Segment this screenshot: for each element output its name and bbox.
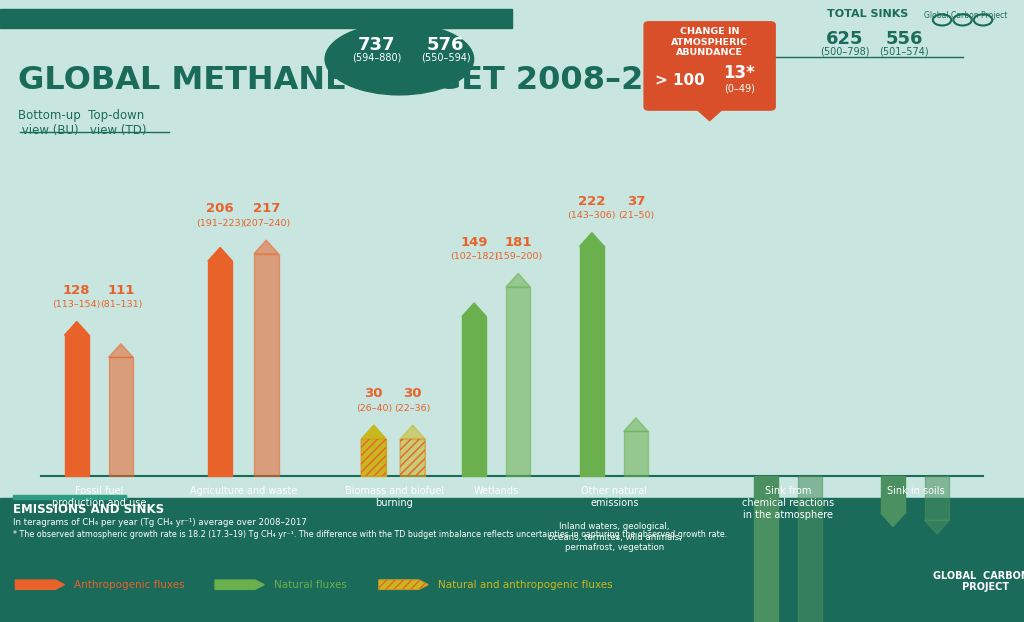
- Bar: [65, 335, 89, 476]
- Text: (113–154): (113–154): [52, 300, 101, 309]
- Text: Other natural
emissions: Other natural emissions: [582, 486, 647, 508]
- Text: Natural and anthropogenic fluxes: Natural and anthropogenic fluxes: [438, 580, 613, 590]
- FancyArrow shape: [15, 580, 65, 590]
- Text: CHANGE IN
ATMOSPHERIC
ABUNDANCE: CHANGE IN ATMOSPHERIC ABUNDANCE: [671, 27, 749, 57]
- Text: Natural fluxes: Natural fluxes: [274, 580, 347, 590]
- Text: (21–50): (21–50): [617, 211, 654, 220]
- Text: GLOBAL  CARBON
   PROJECT: GLOBAL CARBON PROJECT: [933, 571, 1024, 592]
- FancyArrow shape: [215, 580, 264, 590]
- Polygon shape: [580, 233, 604, 246]
- Polygon shape: [624, 418, 648, 432]
- Text: > 100: > 100: [655, 73, 705, 88]
- Text: TOTAL EMISSIONS: TOTAL EMISSIONS: [343, 9, 456, 19]
- Bar: [0, 498, 1024, 622]
- Text: view (BU)   view (TD): view (BU) view (TD): [18, 124, 146, 137]
- Text: * The observed atmospheric growth rate is 18.2 (17.3–19) Tg CH₄ yr⁻¹. The differ: * The observed atmospheric growth rate i…: [13, 530, 728, 539]
- Text: 625: 625: [826, 30, 863, 47]
- Text: 111: 111: [108, 284, 134, 297]
- Text: (500–798): (500–798): [820, 46, 869, 56]
- Text: 206: 206: [207, 202, 233, 215]
- Text: (159–200): (159–200): [494, 252, 543, 261]
- Text: Wetlands: Wetlands: [474, 486, 519, 496]
- Bar: [754, 476, 778, 622]
- Text: 30: 30: [884, 539, 902, 552]
- Text: 13*: 13*: [723, 64, 756, 81]
- Polygon shape: [65, 322, 89, 335]
- Polygon shape: [506, 274, 530, 287]
- Text: (501–574): (501–574): [880, 46, 929, 56]
- Bar: [208, 261, 232, 476]
- Text: Agriculture and waste: Agriculture and waste: [190, 486, 297, 496]
- Polygon shape: [361, 425, 386, 439]
- Text: (207–240): (207–240): [242, 219, 291, 228]
- Text: Fossil fuel
production and use: Fossil fuel production and use: [52, 486, 146, 508]
- Bar: [506, 287, 530, 476]
- Text: 222: 222: [579, 195, 605, 208]
- Text: Sink in soils: Sink in soils: [887, 486, 944, 496]
- Bar: [109, 358, 133, 476]
- Bar: [580, 246, 604, 476]
- Bar: [0, 0, 1024, 498]
- Text: 217: 217: [253, 202, 280, 215]
- Text: 37: 37: [627, 195, 645, 208]
- Text: 149: 149: [461, 236, 487, 249]
- Text: 38: 38: [928, 539, 946, 552]
- Text: 737: 737: [358, 37, 395, 54]
- Bar: [254, 254, 279, 476]
- Ellipse shape: [326, 24, 473, 95]
- Text: (26–40): (26–40): [355, 404, 392, 413]
- Polygon shape: [109, 344, 133, 358]
- Text: GLOBAL METHANE BUDGET 2008–2017: GLOBAL METHANE BUDGET 2008–2017: [18, 65, 711, 96]
- Bar: [462, 317, 486, 476]
- Bar: [881, 476, 905, 513]
- Bar: [400, 439, 425, 476]
- Text: (22–36): (22–36): [394, 404, 431, 413]
- Bar: [13, 495, 126, 499]
- FancyArrow shape: [379, 580, 428, 590]
- Bar: [400, 439, 425, 476]
- Bar: [361, 439, 386, 476]
- Text: In teragrams of CH₄ per year (Tg CH₄ yr⁻¹) average over 2008–2017: In teragrams of CH₄ per year (Tg CH₄ yr⁻…: [13, 518, 307, 526]
- Bar: [925, 476, 949, 520]
- Text: Sink from
chemical reactions
in the atmosphere: Sink from chemical reactions in the atmo…: [742, 486, 835, 519]
- Text: (11–49): (11–49): [874, 556, 911, 565]
- Bar: [798, 476, 822, 622]
- Text: Inland waters, geological,
oceans, termites, wild animals,
permafrost, vegetatio: Inland waters, geological, oceans, termi…: [548, 522, 681, 552]
- Text: 556: 556: [886, 30, 923, 47]
- Text: Anthropogenic fluxes: Anthropogenic fluxes: [74, 580, 184, 590]
- Text: (27–45): (27–45): [919, 556, 955, 565]
- Text: (81–131): (81–131): [99, 300, 142, 309]
- Bar: [361, 439, 386, 476]
- Text: (191–223): (191–223): [196, 219, 245, 228]
- Text: 30: 30: [365, 388, 383, 401]
- FancyBboxPatch shape: [644, 22, 775, 110]
- Text: (594–880): (594–880): [352, 53, 401, 63]
- Text: 576: 576: [427, 37, 464, 54]
- Polygon shape: [925, 520, 949, 534]
- Text: Bottom-up  Top-down: Bottom-up Top-down: [18, 109, 144, 122]
- Polygon shape: [254, 240, 279, 254]
- Text: 128: 128: [63, 284, 90, 297]
- Polygon shape: [881, 513, 905, 526]
- Polygon shape: [208, 248, 232, 261]
- Polygon shape: [462, 303, 486, 317]
- Text: EMISSIONS AND SINKS: EMISSIONS AND SINKS: [13, 503, 165, 516]
- Polygon shape: [400, 425, 425, 439]
- Text: (550–594): (550–594): [421, 53, 470, 63]
- Bar: [0, 9, 512, 28]
- Polygon shape: [694, 107, 725, 121]
- Text: Biomass and biofuel
burning: Biomass and biofuel burning: [345, 486, 443, 508]
- Text: (143–306): (143–306): [567, 211, 616, 220]
- Text: (0–49): (0–49): [724, 83, 755, 93]
- Text: TOTAL SINKS: TOTAL SINKS: [826, 9, 908, 19]
- Text: 181: 181: [505, 236, 531, 249]
- Text: Global Carbon Project: Global Carbon Project: [924, 11, 1008, 20]
- Bar: [624, 432, 648, 476]
- Text: 30: 30: [403, 388, 422, 401]
- Text: (102–182): (102–182): [450, 252, 499, 261]
